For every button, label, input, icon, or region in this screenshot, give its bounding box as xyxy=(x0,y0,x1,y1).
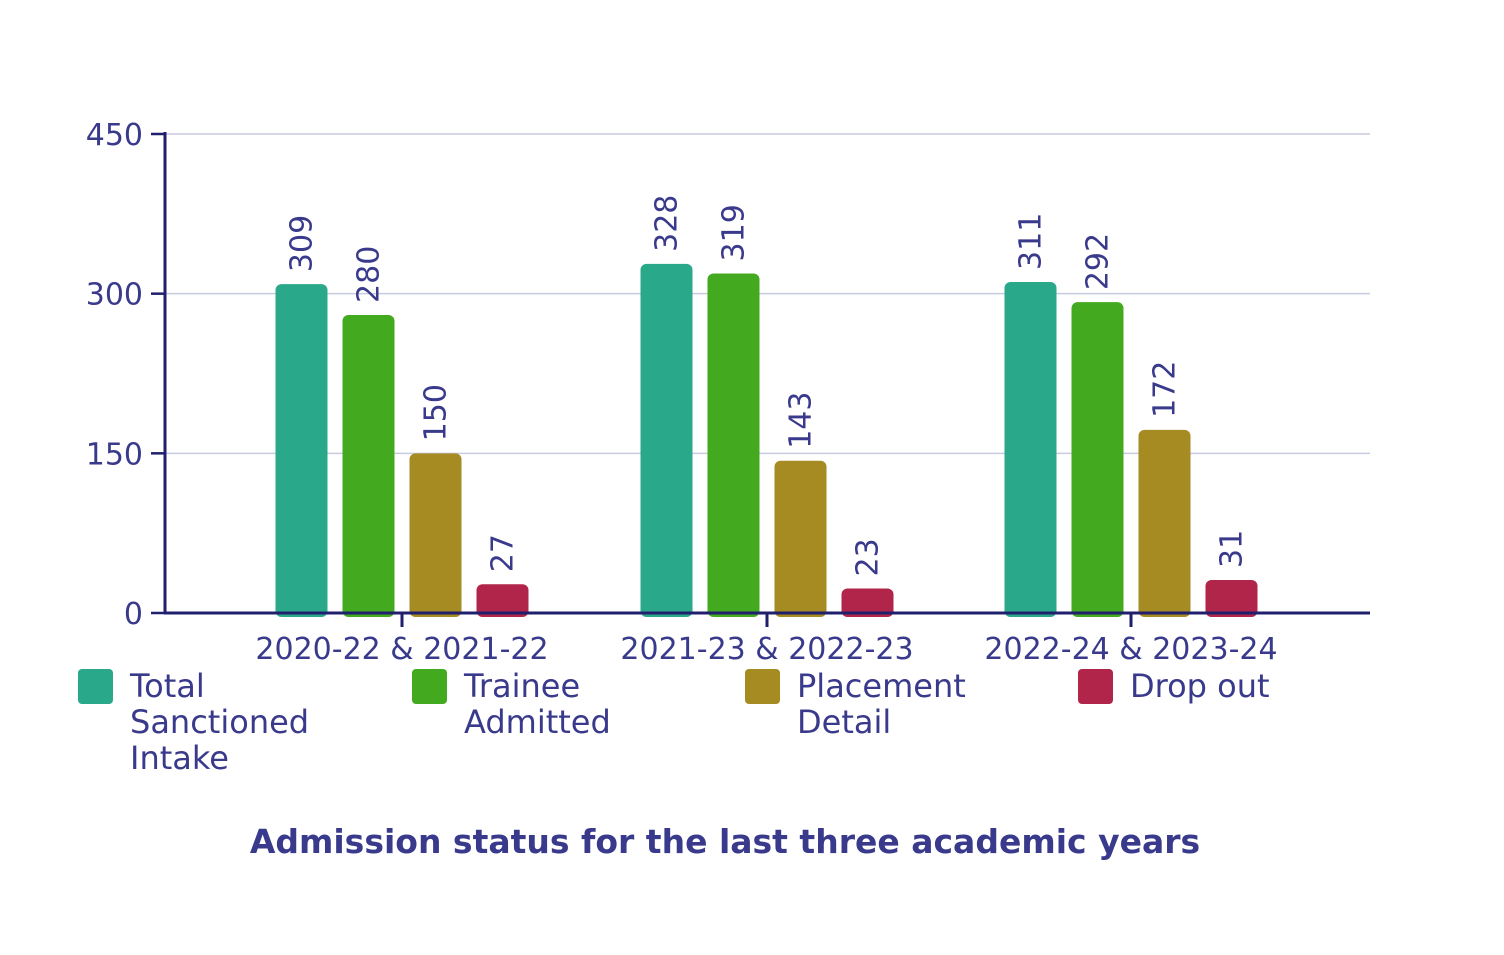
bar xyxy=(1004,281,1057,617)
y-tick-label: 450 xyxy=(86,118,143,153)
legend-item: Drop out xyxy=(1078,668,1350,704)
bar-value-label: 172 xyxy=(1148,361,1183,418)
legend-swatch xyxy=(412,669,447,704)
bar xyxy=(342,314,395,617)
bar xyxy=(774,460,827,617)
legend-swatch xyxy=(745,669,780,704)
bar xyxy=(275,284,328,617)
bar-value-label: 280 xyxy=(352,246,387,303)
x-tick-label: 2020-22 & 2021-22 xyxy=(255,632,548,667)
bar-value-label: 143 xyxy=(784,392,819,449)
bar xyxy=(707,273,760,617)
chart-title: Admission status for the last three acad… xyxy=(249,822,1201,861)
x-tick-label: 2022-24 & 2023-24 xyxy=(984,632,1277,667)
bar xyxy=(1138,429,1191,617)
bar-value-label: 319 xyxy=(717,204,752,261)
y-tick-label: 300 xyxy=(86,278,143,313)
bar-value-label: 150 xyxy=(419,384,454,441)
bar-value-label: 311 xyxy=(1014,213,1049,270)
legend-item: Total Sanctioned Intake xyxy=(78,668,330,776)
y-tick-label: 150 xyxy=(86,437,143,472)
labels-layer: 0 150 300 450 309 280 150 27 2020-22 & 2021-22 32… xyxy=(86,118,1278,667)
bar xyxy=(409,453,462,617)
bars-layer xyxy=(275,263,1258,617)
bar-value-label: 27 xyxy=(486,534,521,572)
bar xyxy=(841,588,894,617)
legend-item: Trainee Admitted xyxy=(412,668,654,740)
bar-value-label: 292 xyxy=(1081,233,1116,290)
legend-swatch xyxy=(78,669,113,704)
bar xyxy=(1205,580,1258,617)
legend-item: Placement Detail xyxy=(745,668,987,740)
bar-value-label: 31 xyxy=(1215,530,1250,568)
bar-value-label: 309 xyxy=(285,215,320,272)
legend-label: Placement Detail xyxy=(797,667,966,741)
bar xyxy=(476,584,529,617)
bar-value-label: 23 xyxy=(851,538,886,576)
legend-label: Total Sanctioned Intake xyxy=(130,667,310,777)
bar xyxy=(640,263,693,617)
axis-layer xyxy=(151,132,1370,627)
x-tick-label: 2021-23 & 2022-23 xyxy=(620,632,913,667)
bar-value-label: 328 xyxy=(650,195,685,252)
y-tick-label: 0 xyxy=(124,597,143,632)
legend-swatch xyxy=(1078,669,1113,704)
chart-legend: Total Sanctioned Intake Trainee Admitted P… xyxy=(78,668,1418,788)
legend-label: Trainee Admitted xyxy=(464,667,611,741)
bar xyxy=(1071,302,1124,617)
legend-label: Drop out xyxy=(1130,667,1270,705)
